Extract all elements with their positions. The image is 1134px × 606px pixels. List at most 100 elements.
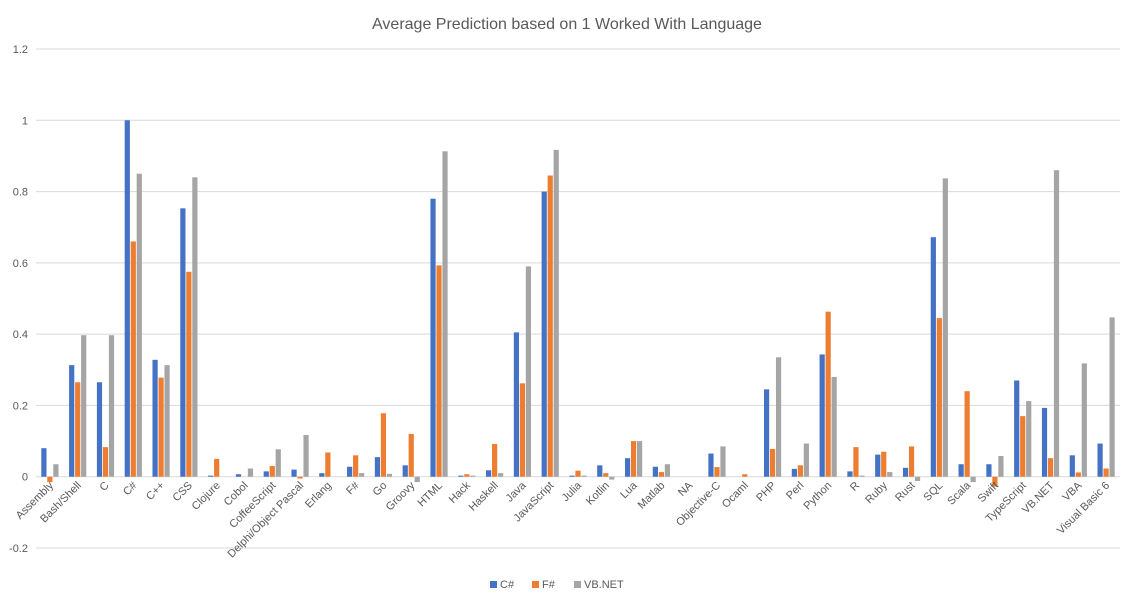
bar	[430, 198, 436, 477]
bar	[1047, 458, 1054, 477]
bar	[1014, 380, 1020, 477]
bar	[492, 443, 498, 477]
bar	[609, 476, 615, 480]
bar	[359, 473, 365, 477]
bar	[269, 466, 275, 477]
bar	[720, 446, 726, 477]
series-f-	[47, 175, 1109, 487]
bar	[958, 464, 964, 477]
x-tick-label: Ocaml	[720, 480, 751, 511]
bar	[1026, 401, 1032, 477]
bar	[464, 474, 470, 477]
bar	[881, 451, 887, 477]
x-tick-label: Scala	[945, 479, 974, 508]
bar	[513, 332, 520, 477]
bar	[1069, 455, 1075, 477]
bar	[970, 476, 976, 483]
bar	[986, 464, 992, 477]
bar	[470, 475, 476, 477]
bar	[575, 470, 581, 477]
bar	[192, 177, 198, 477]
y-tick-label: 0.8	[13, 187, 28, 199]
bar	[158, 377, 164, 477]
legend-label: F#	[542, 579, 556, 591]
bar	[347, 466, 353, 477]
bar	[791, 468, 797, 477]
bar	[81, 335, 87, 477]
bar	[708, 453, 714, 477]
bar	[353, 455, 359, 477]
bar	[553, 149, 559, 477]
y-tick-label: 0	[22, 472, 28, 484]
bar	[164, 365, 170, 477]
y-tick-label: 1.2	[13, 44, 28, 56]
series-vb-net	[53, 149, 1115, 483]
bar	[624, 458, 631, 477]
x-tick-label: R	[848, 480, 862, 494]
x-tick-label: CSS	[171, 480, 195, 504]
bar	[636, 441, 643, 477]
bar	[581, 475, 587, 477]
legend-swatch	[490, 581, 497, 588]
bar	[803, 443, 809, 477]
y-tick-label: 0.6	[13, 258, 28, 270]
x-tick-label: Python	[802, 480, 835, 513]
bar	[769, 448, 776, 477]
bar	[658, 472, 664, 477]
x-tick-label: Go	[371, 480, 390, 499]
bar	[214, 458, 220, 477]
x-tick-label: C#	[121, 479, 140, 498]
bar	[992, 476, 998, 487]
bar	[263, 471, 269, 477]
x-tick-label: C++	[144, 480, 167, 503]
x-tick-label: Java	[504, 479, 530, 505]
bar	[319, 473, 325, 477]
bar	[714, 467, 720, 477]
bar	[247, 468, 254, 477]
bar	[108, 335, 115, 477]
bar	[847, 471, 853, 477]
bar	[41, 448, 47, 477]
x-tick-label: VBA	[1060, 479, 1085, 504]
bar	[386, 473, 393, 477]
bar	[75, 382, 81, 477]
x-tick-label: HTML	[415, 480, 445, 510]
bar	[498, 473, 504, 477]
x-tick-label: Matlab	[636, 480, 668, 512]
bar	[902, 467, 909, 477]
y-tick-label: -0.2	[9, 543, 28, 555]
bar-series	[41, 120, 1115, 487]
legend-item: VB.NET	[574, 579, 624, 591]
legend-swatch	[574, 581, 581, 588]
bar	[908, 446, 915, 477]
bar	[664, 464, 670, 477]
bar	[597, 465, 603, 477]
bar	[275, 449, 281, 477]
bar	[603, 473, 609, 477]
bar	[1075, 472, 1081, 477]
x-tick-label: Erlang	[303, 480, 334, 511]
bar	[69, 365, 75, 477]
series-c-	[41, 120, 1103, 477]
bar	[96, 382, 103, 477]
bar	[374, 457, 381, 477]
x-tick-label: Perl	[784, 480, 806, 502]
bar	[380, 413, 387, 477]
legend-item: C#	[490, 579, 515, 591]
bar	[325, 452, 331, 477]
x-tick-label: Lua	[618, 479, 640, 501]
x-tick-label: F#	[344, 479, 362, 497]
bar	[208, 475, 214, 477]
y-tick-label: 0.4	[13, 329, 28, 341]
x-tick-label: Rust	[893, 480, 917, 504]
x-tick-label: NA	[676, 479, 696, 499]
legend-swatch	[532, 581, 539, 588]
bar	[136, 173, 142, 477]
bar	[124, 120, 130, 477]
bar	[652, 466, 658, 477]
bar	[541, 191, 547, 477]
bar	[742, 474, 748, 477]
bar	[569, 475, 575, 477]
bar	[47, 476, 53, 483]
